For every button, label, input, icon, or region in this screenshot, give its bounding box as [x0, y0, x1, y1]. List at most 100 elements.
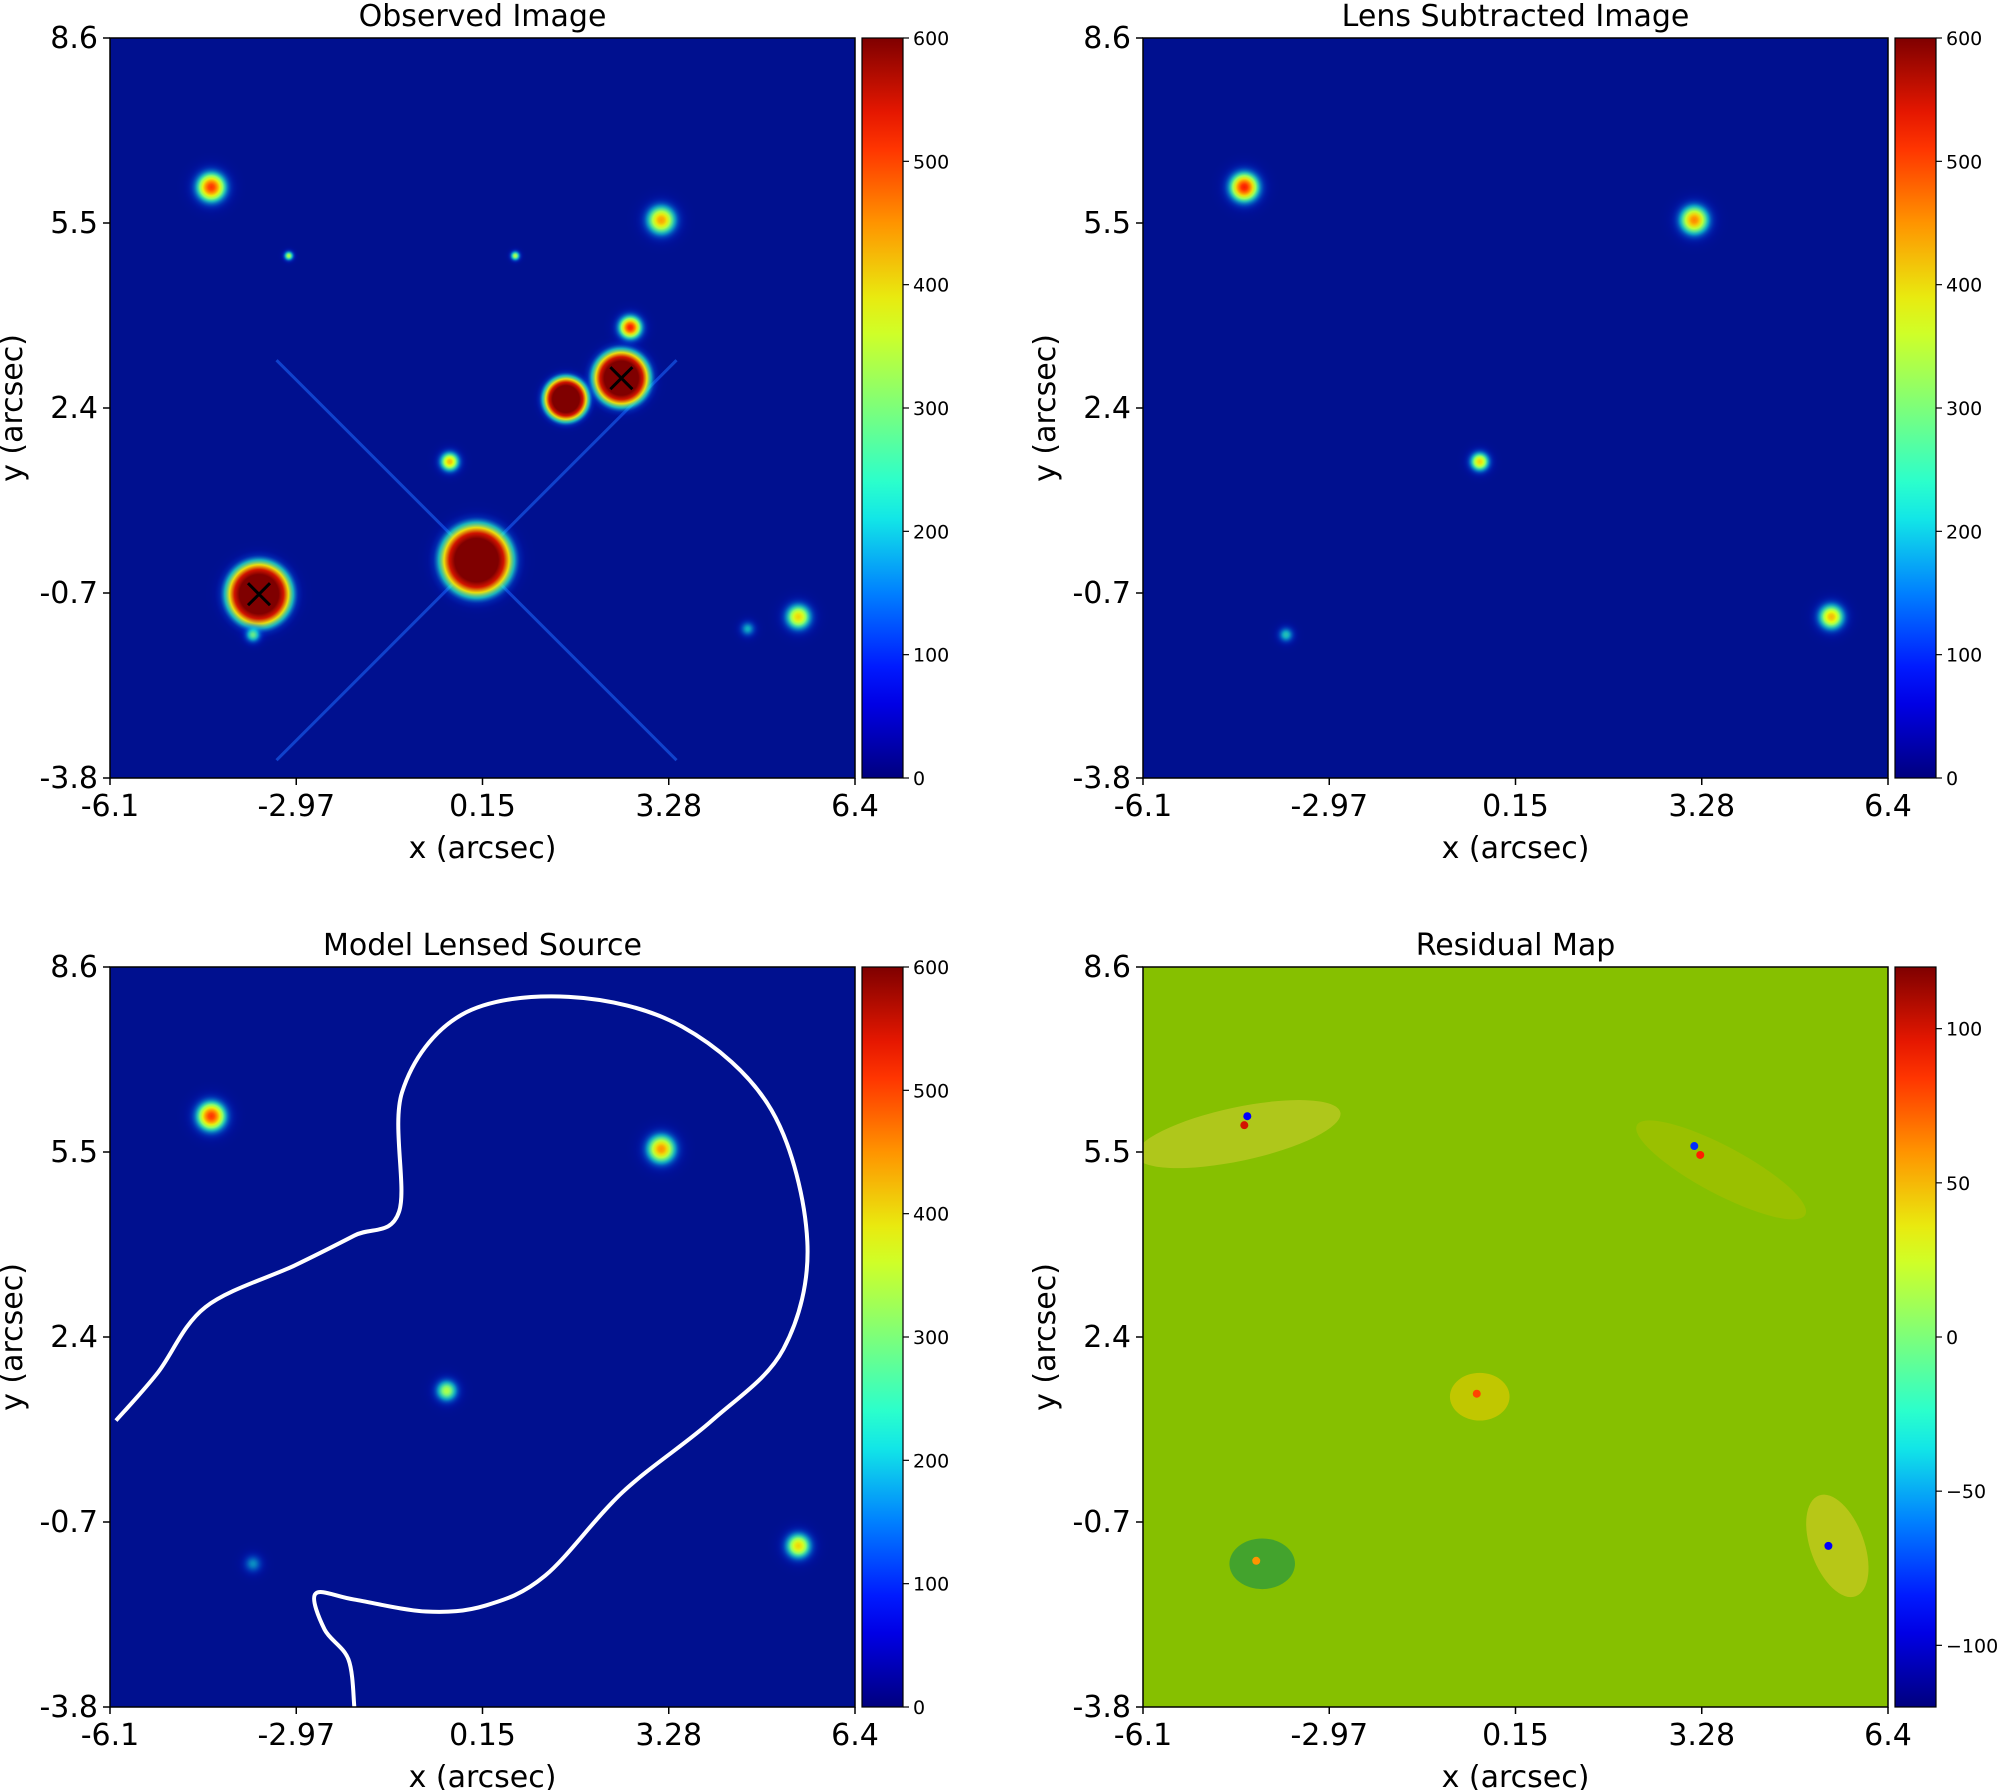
source-blob — [767, 1515, 829, 1577]
panel-title: Model Lensed Source — [323, 928, 642, 963]
source-blob — [1800, 586, 1862, 648]
image-background — [110, 38, 855, 778]
colorbar-tick-label: 600 — [913, 957, 949, 979]
colorbar-tick-label: −50 — [1946, 1481, 1986, 1503]
panel-residual-map: Residual Map -6.1 -2.97 0.15 3.28 6.4 8.6 5.5… — [1028, 928, 1998, 1790]
y-tick-label: -0.7 — [1072, 576, 1131, 611]
x-tick-label: 3.28 — [1668, 1718, 1735, 1753]
colorbar-tick-label: 400 — [913, 1204, 949, 1226]
panel-title: Lens Subtracted Image — [1342, 0, 1690, 34]
colorbar: 0 100 200 300 400 500 600 — [861, 957, 949, 1719]
critical-curve — [114, 994, 810, 1707]
y-tick-label: -0.7 — [39, 576, 98, 611]
residual-core — [1696, 1150, 1705, 1159]
x-tick-label: -2.97 — [257, 1718, 335, 1753]
source-blob — [233, 615, 273, 654]
colorbar-tick-label: 300 — [1946, 398, 1982, 420]
x-tick-label: -2.97 — [1290, 789, 1368, 824]
y-tick-label: 5.5 — [1083, 1135, 1131, 1170]
image-background — [1143, 967, 1888, 1707]
source-blob — [767, 586, 829, 648]
colorbar-tick-label: 400 — [1946, 275, 1982, 297]
x-tick-label: 3.28 — [1668, 789, 1735, 824]
y-axis: 8.6 5.5 2.4 -0.7 -3.8 — [1072, 21, 1143, 796]
y-axis: 8.6 5.5 2.4 -0.7 -3.8 — [39, 21, 110, 796]
y-axis-label: y (arcsec) — [1028, 1263, 1063, 1411]
image-area — [110, 38, 855, 778]
colorbar-tick-label: 200 — [913, 521, 949, 543]
colorbar-tick-label: 0 — [1946, 768, 1958, 790]
y-tick-label: -0.7 — [1072, 1505, 1131, 1540]
image-background — [110, 967, 855, 1707]
source-blob — [277, 244, 301, 268]
y-tick-label: 2.4 — [50, 1320, 98, 1355]
residual-core — [1824, 1541, 1833, 1550]
colorbar-gradient — [1895, 38, 1936, 778]
panel-title: Residual Map — [1416, 928, 1616, 963]
panel-lens-subtracted-image: Lens Subtracted Image -6.1 -2.97 0.15 3.28 6… — [1028, 0, 1982, 866]
y-axis-label: y (arcsec) — [0, 334, 30, 482]
residual-region — [1636, 1120, 1807, 1220]
y-tick-label: 2.4 — [1083, 1320, 1131, 1355]
panel-model-lensed-source: Model Lensed Source -6.1 -2.97 0.15 3.28 6.4… — [0, 928, 949, 1790]
x-tick-label: -2.97 — [257, 789, 335, 824]
colorbar-tick-label: 500 — [913, 151, 949, 173]
y-tick-label: 8.6 — [1083, 950, 1131, 985]
colorbar-gradient — [1895, 967, 1936, 1707]
residual-core — [1472, 1389, 1481, 1398]
image-area — [1143, 38, 1888, 778]
x-axis-label: x (arcsec) — [1442, 1760, 1590, 1790]
colorbar-tick-label: 0 — [1946, 1327, 1958, 1349]
y-tick-label: 2.4 — [50, 391, 98, 426]
colorbar-tick-label: 0 — [913, 1697, 925, 1719]
residual-region — [1806, 1494, 1869, 1598]
x-tick-label: 0.15 — [449, 789, 516, 824]
residual-region — [1449, 1372, 1510, 1421]
source-blob — [626, 185, 696, 255]
source-blob — [626, 1114, 696, 1184]
image-area — [110, 967, 855, 1707]
x-tick-label: 3.28 — [635, 1718, 702, 1753]
colorbar-tick-label: 50 — [1946, 1173, 1970, 1195]
colorbar-tick-label: 0 — [913, 768, 925, 790]
x-axis: -6.1 -2.97 0.15 3.28 6.4 — [1114, 1707, 1912, 1753]
lens-center-marker — [609, 366, 634, 391]
y-axis: 8.6 5.5 2.4 -0.7 -3.8 — [1072, 950, 1143, 1725]
source-blob — [1659, 185, 1729, 255]
x-tick-label: 6.4 — [831, 789, 879, 824]
x-axis-label: x (arcsec) — [409, 1760, 557, 1790]
source-blob — [411, 495, 542, 626]
x-axis-label: x (arcsec) — [409, 831, 557, 866]
source-blob — [426, 438, 473, 485]
source-blob — [1266, 615, 1306, 654]
residual-core — [1690, 1142, 1699, 1151]
y-tick-label: -3.8 — [1072, 1690, 1131, 1725]
x-axis: -6.1 -2.97 0.15 3.28 6.4 — [81, 778, 879, 824]
colorbar-tick-label: 200 — [913, 1450, 949, 1472]
y-tick-label: -3.8 — [39, 761, 98, 796]
colorbar-tick-label: 600 — [913, 28, 949, 50]
source-blob — [176, 1081, 246, 1151]
x-tick-label: 0.15 — [1482, 1718, 1549, 1753]
colorbar: 0 100 200 300 400 500 600 — [861, 28, 949, 790]
colorbar-tick-label: 100 — [1946, 1019, 1982, 1041]
y-tick-label: 2.4 — [1083, 391, 1131, 426]
plot-frame — [109, 37, 856, 779]
x-axis-label: x (arcsec) — [1442, 831, 1590, 866]
residual-region — [1143, 1100, 1341, 1169]
colorbar: 0 100 200 300 400 500 600 — [1894, 28, 1982, 790]
colorbar-tick-label: 600 — [1946, 28, 1982, 50]
y-tick-label: 5.5 — [50, 206, 98, 241]
source-blob — [1456, 438, 1503, 485]
y-tick-label: -3.8 — [39, 1690, 98, 1725]
x-tick-label: 6.4 — [1864, 789, 1912, 824]
y-axis: 8.6 5.5 2.4 -0.7 -3.8 — [39, 950, 110, 1725]
source-blob — [525, 358, 607, 440]
panel-title: Observed Image — [359, 0, 607, 34]
lens-center-marker — [246, 582, 272, 607]
y-tick-label: 5.5 — [1083, 206, 1131, 241]
colorbar-tick-label: 400 — [913, 275, 949, 297]
y-axis-label: y (arcsec) — [1028, 334, 1063, 482]
source-blob — [420, 1364, 474, 1418]
